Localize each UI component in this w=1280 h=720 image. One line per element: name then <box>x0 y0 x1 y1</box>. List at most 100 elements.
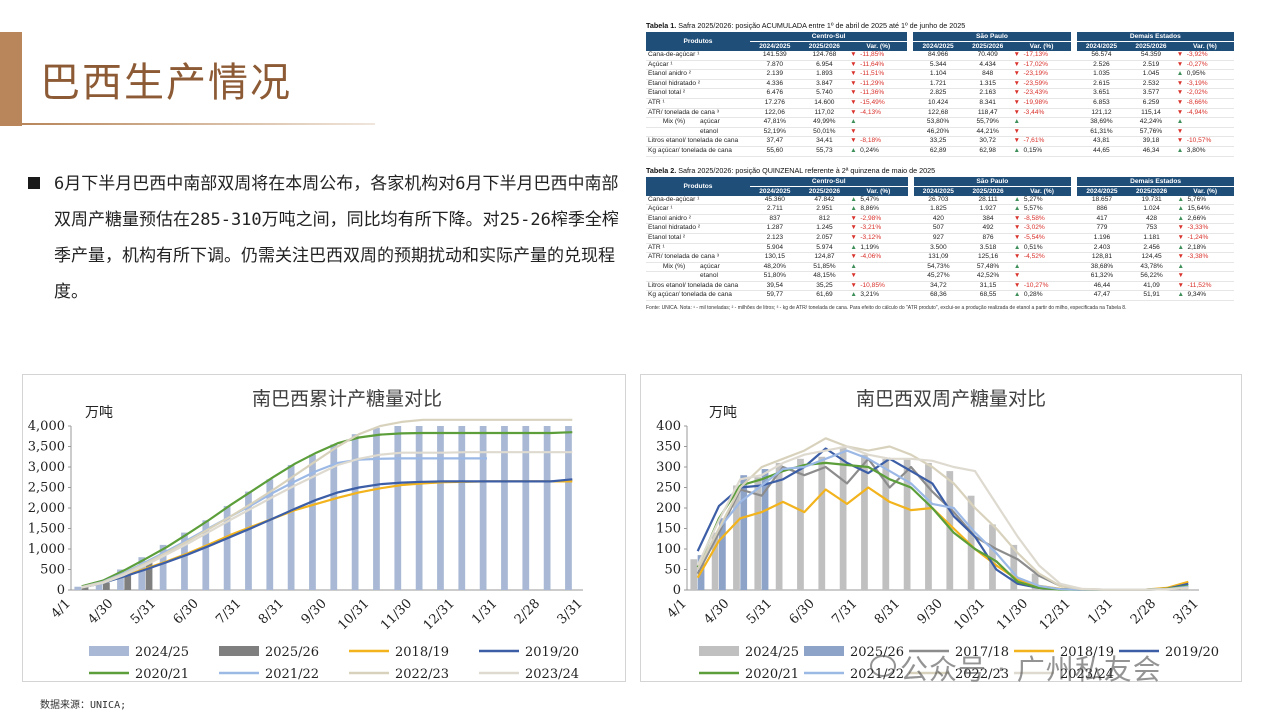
data-source: 数据来源：UNICA; <box>40 700 127 711</box>
y-tick-label: 2,500 <box>28 481 65 496</box>
cell-prev: 779 <box>1077 223 1127 234</box>
column-gap <box>907 117 914 128</box>
x-tick-label: 2/28 <box>1128 596 1159 627</box>
cell-curr: 43,78% <box>1126 262 1177 273</box>
row-label: Açúcar ¹ <box>646 204 750 215</box>
var-value: -17,02% <box>1023 60 1049 68</box>
var-value: -8,58% <box>1023 214 1045 222</box>
cell-prev: 54,73% <box>913 262 964 273</box>
cell-var: ▼ -23,19% <box>1012 69 1071 80</box>
cell-curr: 1.245 <box>799 223 850 234</box>
table-row: etanol 51,80% 48,15% ▼ 45,27% 42,52% ▼ 61,32% 56… <box>646 271 1234 282</box>
cell-var: ▲ 0,15% <box>1012 146 1071 157</box>
x-tick-label: 10/31 <box>951 596 988 633</box>
cell-var: ▲ 0,51% <box>1012 243 1072 254</box>
title-accent <box>0 32 22 126</box>
row-label: etanol <box>646 271 750 282</box>
x-tick-label: 3/31 <box>1171 596 1202 627</box>
bar <box>903 458 911 590</box>
cell-curr: 848 <box>962 69 1013 80</box>
var-value: -23,59% <box>1023 79 1049 87</box>
arrow-down-icon: ▼ <box>1013 51 1020 58</box>
row-label: Etanol total ² <box>646 88 750 99</box>
cell-prev: 37,47 <box>750 136 800 147</box>
cell-prev: 68,36 <box>913 290 964 302</box>
cell-prev: 46,44 <box>1077 281 1127 292</box>
bar <box>95 581 103 590</box>
arrow-down-icon: ▼ <box>1013 137 1020 145</box>
column-gap <box>1071 176 1078 196</box>
mix-sublabel: etanol <box>700 127 718 135</box>
cell-prev: 47,81% <box>750 117 800 128</box>
bar <box>946 471 954 590</box>
cell-var: ▲ 15,64% <box>1176 204 1234 215</box>
subheader: 2024/2025 <box>750 41 800 51</box>
var-value: -3,12% <box>860 233 882 241</box>
column-gap <box>907 233 914 244</box>
series-line <box>81 418 573 589</box>
cell-var: ▲ 0,28% <box>1012 290 1072 302</box>
y-tick-label: 4,000 <box>28 419 65 434</box>
cell-curr: 48,15% <box>799 271 850 282</box>
cell-var: ▼ -8,18% <box>849 136 908 147</box>
column-gap <box>1070 69 1077 80</box>
y-tick-label: 400 <box>656 419 681 434</box>
cell-curr: 51,85% <box>799 262 850 273</box>
cell-var: ▼ -11,64% <box>849 60 908 71</box>
cell-var: ▼ -4,94% <box>1175 108 1234 119</box>
bar <box>145 561 153 590</box>
cell-var: ▼ -3,21% <box>849 223 908 234</box>
column-gap <box>907 79 914 90</box>
cell-curr: 2.519 <box>1126 60 1176 71</box>
arrow-up-icon: ▲ <box>850 205 857 213</box>
x-tick-label: 12/31 <box>1037 596 1074 633</box>
arrow-down-icon: ▼ <box>1176 51 1184 58</box>
subheader: 2024/2025 <box>1077 186 1127 196</box>
arrow-up-icon: ▲ <box>1013 195 1021 203</box>
x-tick-label: 6/30 <box>787 596 818 627</box>
cell-curr: 2.532 <box>1126 79 1176 90</box>
arrow-down-icon: ▼ <box>850 60 857 68</box>
subheader: 2025/2026 <box>1126 41 1176 51</box>
row-label: ATR ¹ <box>646 98 750 109</box>
cell-prev: 47,47 <box>1077 290 1127 302</box>
bar <box>479 426 487 590</box>
legend-label: 2020/21 <box>135 667 189 682</box>
column-gap <box>907 290 914 302</box>
arrow-down-icon: ▼ <box>1176 89 1184 97</box>
subheader: 2025/2026 <box>962 41 1013 51</box>
arrow-down-icon: ▼ <box>1013 272 1021 280</box>
x-tick-label: 4/30 <box>85 596 116 627</box>
arrow-down-icon: ▼ <box>1013 233 1021 241</box>
bar <box>287 464 295 590</box>
table-subheader-row: 2024/2025 2025/2026 Var. (%) 2024/2025 2025/… <box>646 186 1234 196</box>
row-label: Litros etanol/ tonelada de cana <box>646 281 750 292</box>
bar <box>543 426 551 590</box>
x-tick-label: 5/31 <box>744 596 775 627</box>
arrow-down-icon: ▼ <box>1176 108 1184 116</box>
column-gap <box>1071 195 1078 206</box>
arrow-down-icon: ▼ <box>1013 89 1020 97</box>
cell-curr: 70.409 <box>962 51 1013 61</box>
cell-curr: 124.768 <box>799 51 850 61</box>
bar <box>861 454 868 590</box>
bar <box>797 458 804 590</box>
cell-var: ▼ -5,54% <box>1012 233 1072 244</box>
bar <box>81 587 89 590</box>
legend-label: 2019/20 <box>525 645 579 660</box>
group-header: São Paulo <box>913 32 1071 42</box>
table-row: Cana-de-açúcar ¹ 45.360 47.842 ▲ 5,47% 26.703… <box>646 195 1234 206</box>
cell-prev: 6.476 <box>750 88 800 99</box>
cell-prev: 38,68% <box>1077 262 1127 273</box>
cell-prev: 1.287 <box>750 223 800 234</box>
arrow-down-icon: ▼ <box>1176 60 1184 68</box>
cell-prev: 17.276 <box>750 98 800 109</box>
bar <box>733 485 740 590</box>
cell-curr: 1.045 <box>1126 69 1176 80</box>
x-tick-label: 12/31 <box>421 596 458 633</box>
cell-prev: 45,27% <box>913 271 964 282</box>
cell-curr: 61,69 <box>799 290 850 302</box>
arrow-down-icon: ▼ <box>1013 98 1020 106</box>
x-tick-label: 1/31 <box>469 596 500 627</box>
